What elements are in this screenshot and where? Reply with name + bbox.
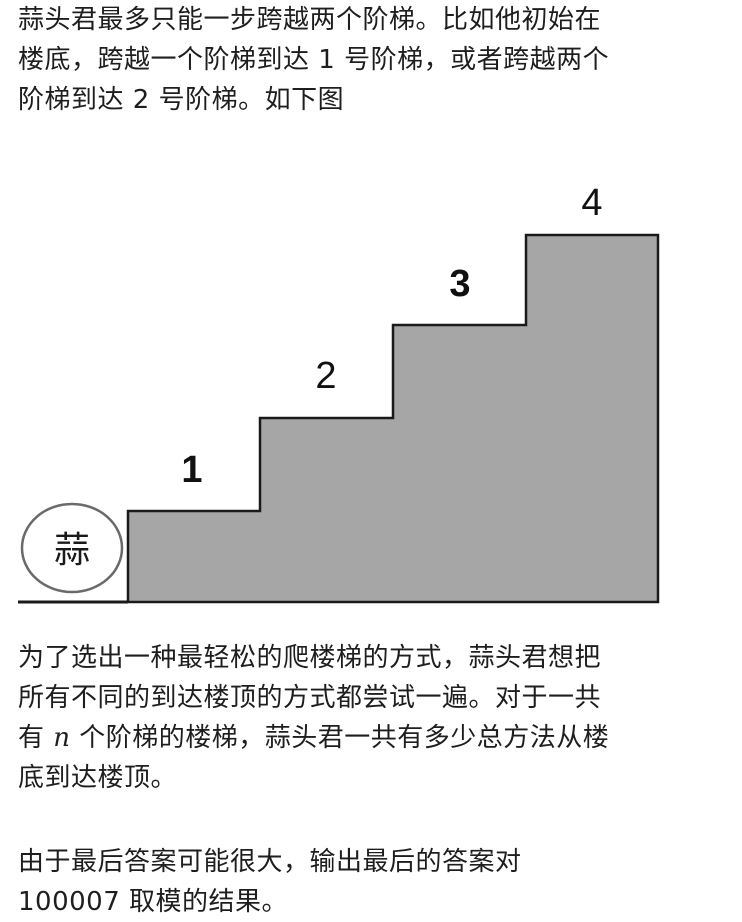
footer-line-2: 100007 取模的结果。: [18, 887, 289, 917]
intro-line-1: 蒜头君最多只能一步跨越两个阶梯。比如他初始在: [18, 5, 602, 35]
body-line-3-pre: 有: [18, 723, 54, 753]
problem-intro: 蒜头君最多只能一步跨越两个阶梯。比如他初始在 楼底，跨越一个阶梯到达 1 号阶梯…: [18, 0, 728, 120]
footer-line-1: 由于最后答案可能很大，输出最后的答案对: [18, 847, 522, 877]
body-line-4: 底到达楼顶。: [18, 763, 178, 793]
body-line-2: 所有不同的到达楼顶的方式都尝试一遍。对于一共: [18, 683, 602, 713]
step-label-1: 1: [181, 449, 202, 491]
staircase-shape: [126, 233, 660, 604]
staircase-figure: 蒜 1 2 3 4: [18, 182, 660, 604]
step-label-3: 3: [449, 263, 470, 305]
intro-line-3: 阶梯到达 2 号阶梯。如下图: [18, 85, 345, 115]
step-label-4: 4: [581, 182, 602, 224]
intro-line-2: 楼底，跨越一个阶梯到达 1 号阶梯，或者跨越两个: [18, 45, 610, 75]
body-line-3-post: 个阶梯的楼梯，蒜头君一共有多少总方法从楼: [70, 723, 610, 753]
start-circle: [20, 502, 124, 594]
body-line-3: 有 n 个阶梯的楼梯，蒜头君一共有多少总方法从楼: [18, 718, 728, 758]
body-line-1: 为了选出一种最轻松的爬楼梯的方式，蒜头君想把: [18, 643, 602, 673]
problem-body: 为了选出一种最轻松的爬楼梯的方式，蒜头君想把 所有不同的到达楼顶的方式都尝试一遍…: [18, 638, 728, 798]
problem-footer: 由于最后答案可能很大，输出最后的答案对 100007 取模的结果。: [18, 842, 728, 922]
step-label-2: 2: [315, 355, 336, 397]
start-label: 蒜: [54, 530, 90, 571]
variable-n: n: [53, 723, 71, 753]
